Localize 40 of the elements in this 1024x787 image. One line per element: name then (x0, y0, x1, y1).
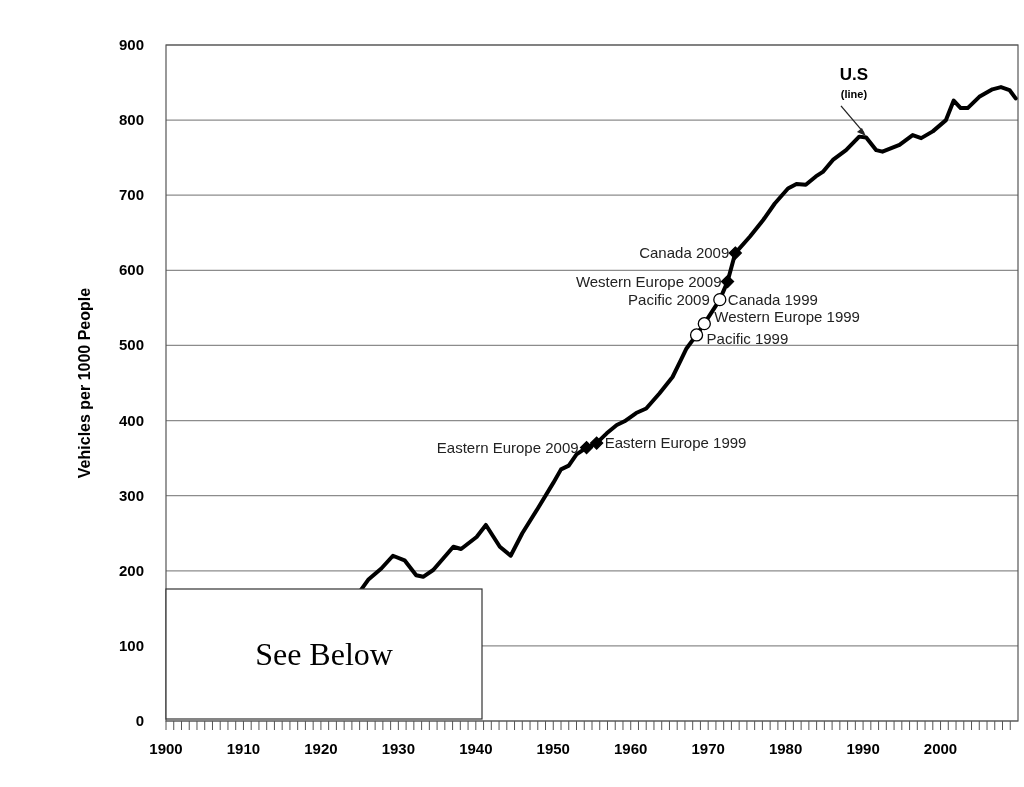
x-tick-label: 1960 (614, 740, 648, 757)
x-tick-label: 1900 (149, 740, 183, 757)
point (590, 436, 604, 450)
point (720, 274, 735, 289)
y-tick-label: 500 (118, 336, 144, 354)
annotation: U.S (839, 64, 869, 84)
x-tick-label: 1920 (304, 740, 338, 757)
annotation: Pacific 2009 (628, 290, 710, 308)
y-axis-title: Vehicles per 1000 People (76, 287, 93, 479)
y-tick-label: 600 (118, 261, 144, 279)
annotation: Canada 1999 (727, 290, 818, 308)
y-tick-label: 200 (118, 561, 144, 579)
x-tick-label: 1940 (459, 740, 493, 757)
annotation: Western Europe 1999 (714, 307, 860, 325)
point (697, 317, 711, 331)
point (728, 246, 742, 260)
x-tick-label: 1970 (691, 740, 725, 757)
y-tick-label: 400 (118, 411, 144, 429)
annotation: See Below (255, 636, 393, 672)
annotation: Pacific 1999 (706, 329, 789, 347)
y-tick-label: 100 (118, 636, 144, 654)
point (689, 328, 704, 342)
annotation: (line) (840, 87, 868, 100)
x-tick-label: 1930 (381, 740, 416, 757)
annotation: Canada 2009 (639, 244, 730, 262)
y-tick-label: 900 (118, 36, 144, 53)
y-tick-label: 800 (118, 111, 144, 129)
x-tick-label: 1990 (846, 740, 880, 757)
point (713, 292, 727, 307)
annotation: Eastern Europe 1999 (604, 434, 747, 452)
x-tick-label: 1910 (226, 740, 261, 757)
point (579, 440, 594, 455)
y-tick-label: 0 (135, 712, 144, 729)
x-tick-label: 2000 (923, 740, 958, 757)
y-tick-label: 300 (118, 486, 144, 504)
x-tick-label: 1950 (536, 740, 570, 757)
y-tick-label: 700 (118, 186, 144, 204)
x-tick-label: 1980 (768, 740, 803, 757)
annotation: Western Europe 2009 (575, 272, 722, 290)
annotation: Eastern Europe 2009 (436, 438, 579, 456)
